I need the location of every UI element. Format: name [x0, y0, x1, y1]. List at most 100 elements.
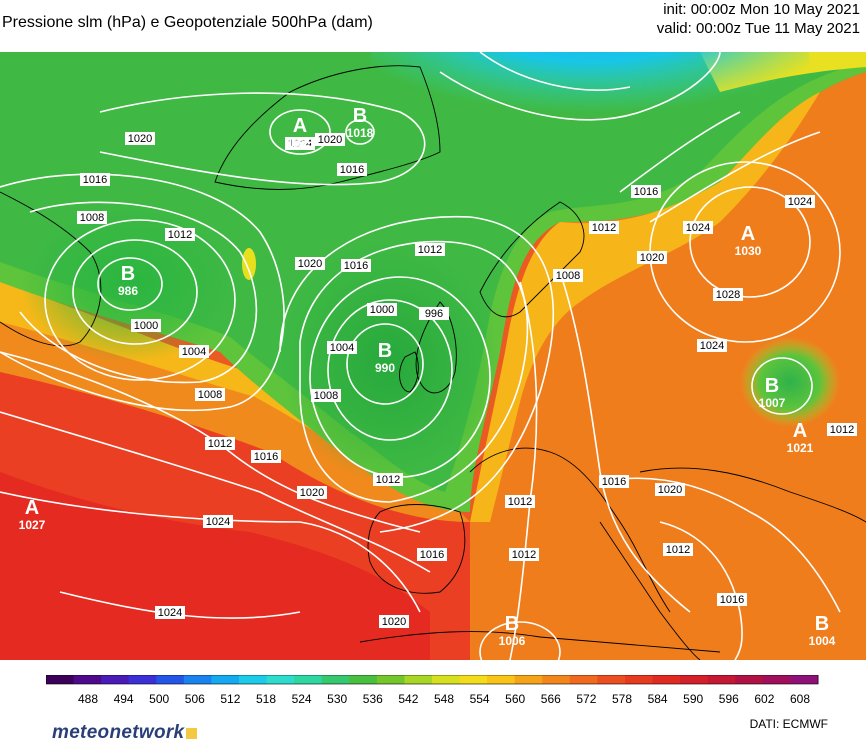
isobar-label: 1024 [285, 137, 315, 150]
colorbar-tick: 488 [78, 692, 98, 706]
isobar-label: 1004 [179, 345, 209, 358]
colorbar-swatch [183, 675, 212, 684]
colorbar-tick: 518 [256, 692, 276, 706]
colorbar-tick: 566 [541, 692, 561, 706]
colorbar-tick: 602 [754, 692, 774, 706]
svg-text:1020: 1020 [298, 258, 322, 270]
isobar-label: 1016 [80, 173, 110, 186]
colorbar-tick: 578 [612, 692, 632, 706]
init-time: init: 00:00z Mon 10 May 2021 [663, 1, 860, 18]
center-value: 990 [375, 361, 395, 375]
colorbar-tick: 560 [505, 692, 525, 706]
pressure-centers: A1025B1018B986B990A1030B1007A1021A1027B1… [19, 105, 836, 648]
colorbar-swatch [349, 675, 378, 684]
valid-time: valid: 00:00z Tue 11 May 2021 [656, 20, 860, 37]
svg-text:1004: 1004 [330, 342, 354, 354]
isobar-label: 1008 [553, 269, 583, 282]
isobar-label: 1012 [165, 228, 195, 241]
colorbar-swatch [652, 675, 681, 684]
isobar-label: 1012 [373, 473, 403, 486]
isobar-label: 1016 [599, 475, 629, 488]
isobar-label: 1020 [295, 257, 325, 270]
isobar-label: 1000 [367, 303, 397, 316]
colorbar-swatch [266, 675, 295, 684]
center-value: 1030 [735, 244, 762, 258]
isobar-label: 1020 [379, 615, 409, 628]
isobar-label: 1008 [311, 389, 341, 402]
colorbar-swatch [542, 675, 571, 684]
svg-text:1020: 1020 [658, 484, 682, 496]
colorbar-tick: 512 [220, 692, 240, 706]
center-letter: A [293, 115, 307, 137]
isobar-label: 1012 [205, 437, 235, 450]
svg-text:1024: 1024 [288, 138, 312, 150]
svg-text:1024: 1024 [158, 607, 182, 619]
isobar-label: 1024 [155, 606, 185, 619]
isobar-label: 1004 [327, 341, 357, 354]
weather-map[interactable]: 1020 1016 1008 1012 1000 1004 1008 1012 1016 1020… [0, 52, 866, 660]
colorbar-swatch [432, 675, 461, 684]
center-value: 986 [118, 284, 138, 298]
brand-logo: meteonetwork [52, 722, 198, 744]
colorbar-tick: 548 [434, 692, 454, 706]
isobar-label: 996 [419, 307, 449, 320]
isobar-label: 1016 [337, 163, 367, 176]
center-letter: B [815, 613, 829, 635]
svg-text:1012: 1012 [666, 544, 690, 556]
svg-text:1012: 1012 [418, 244, 442, 256]
colorbar-tick: 524 [292, 692, 312, 706]
data-credit: DATI: ECMWF [749, 717, 828, 731]
svg-text:1016: 1016 [344, 260, 368, 272]
colorbar-swatch [321, 675, 350, 684]
colorbar-swatch [459, 675, 488, 684]
colorbar-ticks: 488 494 500 506 512 518 524 530 536 542 548 554 560 5… [78, 692, 810, 706]
isobar-label: 1020 [125, 132, 155, 145]
svg-text:1024: 1024 [206, 516, 230, 528]
colorbar: 488 494 500 506 512 518 524 530 536 542 548 554 560 5… [46, 675, 819, 706]
colorbar-tick: 584 [648, 692, 668, 706]
svg-text:1016: 1016 [254, 451, 278, 463]
svg-text:1000: 1000 [370, 304, 394, 316]
center-letter: B [505, 613, 519, 635]
svg-text:1012: 1012 [830, 424, 854, 436]
center-value: 1004 [809, 634, 836, 648]
colorbar-swatch [762, 675, 791, 684]
svg-text:1020: 1020 [300, 487, 324, 499]
colorbar-tick: 506 [185, 692, 205, 706]
center-letter: A [741, 223, 755, 245]
svg-text:1000: 1000 [134, 320, 158, 332]
svg-text:1016: 1016 [420, 549, 444, 561]
svg-text:1008: 1008 [314, 390, 338, 402]
isobar-label: 1012 [827, 423, 857, 436]
isobar-label: 1012 [509, 548, 539, 561]
svg-text:1008: 1008 [80, 212, 104, 224]
svg-text:1012: 1012 [168, 229, 192, 241]
center-letter: B [378, 340, 392, 362]
map-title: Pressione slm (hPa) e Geopotenziale 500h… [2, 14, 373, 31]
isobar-label: 1016 [251, 450, 281, 463]
svg-text:1008: 1008 [556, 270, 580, 282]
isobar-label: 1012 [415, 243, 445, 256]
isobar-label: 1016 [417, 548, 447, 561]
isobar-label: 1008 [77, 211, 107, 224]
isobar-label: 1012 [589, 221, 619, 234]
coastlines [0, 65, 866, 660]
colorbar-swatch [597, 675, 626, 684]
colorbar-swatch [294, 675, 323, 684]
isobar-label: 1012 [663, 543, 693, 556]
colorbar-swatch [404, 675, 433, 684]
svg-text:1020: 1020 [318, 134, 342, 146]
svg-text:1028: 1028 [716, 289, 740, 301]
colorbar-swatch [128, 675, 157, 684]
colorbar-swatch [680, 675, 709, 684]
colorbar-tick: 530 [327, 692, 347, 706]
svg-text:1012: 1012 [376, 474, 400, 486]
svg-text:1012: 1012 [512, 549, 536, 561]
colorbar-tick: 542 [398, 692, 418, 706]
